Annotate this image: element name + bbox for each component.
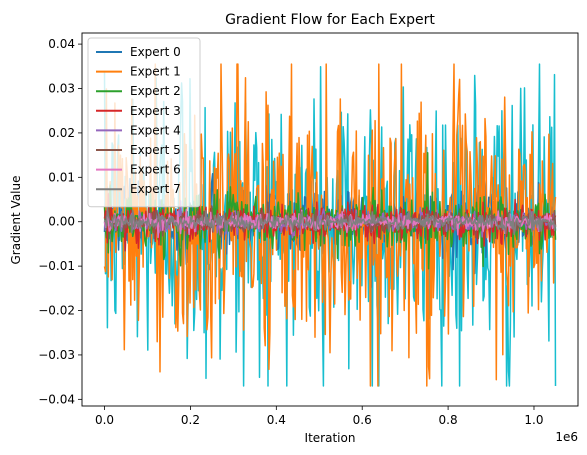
y-axis-label: Gradient Value	[9, 176, 23, 265]
chart-title: Gradient Flow for Each Expert	[225, 12, 435, 28]
legend-entry-label: Expert 7	[130, 182, 181, 196]
y-tick-label: −0.01	[38, 259, 75, 273]
legend-entry-label: Expert 6	[130, 163, 181, 177]
x-tick-label: 0.4	[267, 413, 286, 427]
x-tick-label: 0.2	[181, 413, 200, 427]
legend-entry-label: Expert 2	[130, 84, 181, 98]
y-tick-label: 0.01	[48, 170, 75, 184]
y-tick-label: 0.00	[48, 215, 75, 229]
y-tick-label: −0.03	[38, 348, 75, 362]
legend-entry-label: Expert 4	[130, 123, 181, 137]
x-tick-label: 0.0	[95, 413, 114, 427]
legend-entry-label: Expert 1	[130, 65, 181, 79]
y-tick-label: −0.04	[38, 392, 75, 406]
y-tick-label: 0.03	[48, 82, 75, 96]
legend-entry-label: Expert 5	[130, 143, 181, 157]
x-axis-label: Iteration	[305, 431, 356, 445]
x-axis-offset-label: 1e6	[555, 430, 578, 444]
x-tick-label: 0.6	[353, 413, 372, 427]
x-tick-label: 0.8	[439, 413, 458, 427]
legend-entry-label: Expert 0	[130, 45, 181, 59]
x-tick-label: 1.0	[524, 413, 543, 427]
legend: Expert 0 Expert 1 Expert 2 Expert 3 Expert 4…	[88, 38, 200, 207]
legend-entry-label: Expert 3	[130, 104, 181, 118]
y-tick-label: 0.04	[48, 37, 75, 51]
y-tick-label: 0.02	[48, 126, 75, 140]
y-tick-label: −0.02	[38, 304, 75, 318]
